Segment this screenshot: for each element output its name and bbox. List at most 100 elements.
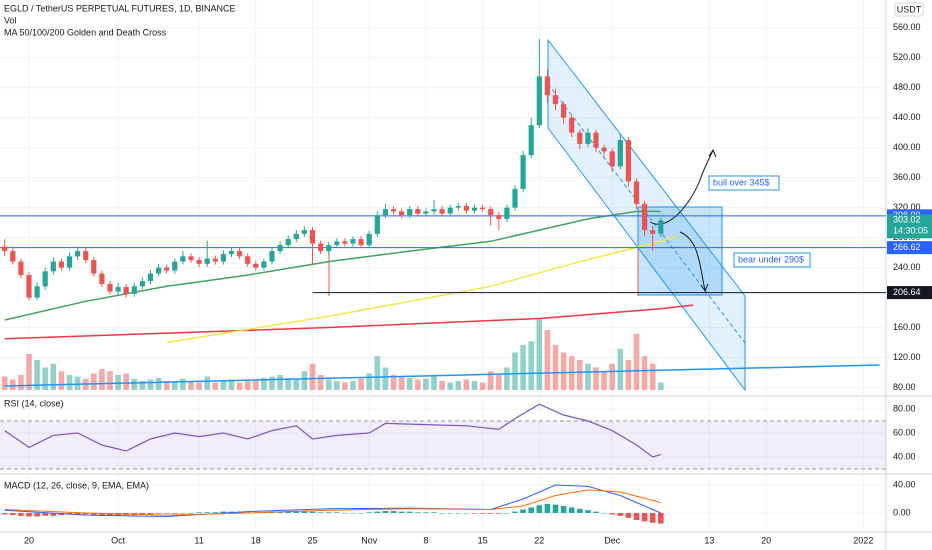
macd-histogram-bar [487, 513, 494, 514]
macd-histogram-bar [479, 513, 486, 514]
candle-body [237, 251, 243, 257]
y-tick-label: 40.00 [893, 451, 916, 461]
price-badge-label: 266.62 [893, 242, 921, 252]
volume-bar [269, 376, 275, 390]
macd-histogram-bar [431, 512, 437, 514]
volume-bar [560, 352, 567, 390]
volume-bar [504, 367, 510, 390]
volume-bar [479, 382, 486, 390]
candle-body [99, 273, 105, 285]
macd-histogram-bar [471, 513, 478, 514]
x-tick-label: 13 [704, 535, 714, 545]
rsi-band [0, 420, 886, 469]
volume-bar [236, 382, 243, 390]
x-tick-label: 15 [478, 535, 488, 545]
y-tick-label: 320.00 [893, 202, 921, 212]
macd-histogram-bar [163, 513, 170, 514]
volume-bar [406, 378, 413, 390]
candle-body [496, 215, 502, 219]
volume-label: Vol [4, 15, 17, 25]
macd-histogram-bar [91, 513, 97, 516]
x-tick-label: 11 [194, 535, 203, 545]
volume-bar [447, 382, 454, 390]
candle-body [2, 246, 8, 252]
volume-bar [123, 373, 130, 390]
x-tick-label: 22 [534, 535, 544, 545]
macd-histogram-bar [293, 510, 300, 514]
macd-histogram-bar [447, 513, 454, 514]
macd-histogram-bar [512, 511, 518, 514]
macd-histogram-bar [528, 507, 535, 514]
volume-bar [528, 341, 535, 390]
volume-bar [26, 354, 32, 390]
macd-histogram-bar [147, 513, 154, 515]
volume-bar [366, 373, 373, 390]
candle-body [42, 271, 48, 287]
candle-body [415, 209, 421, 214]
candle-body [617, 140, 623, 167]
macd-histogram-bar [50, 513, 57, 516]
volume-bar [544, 330, 551, 390]
candle-body [220, 254, 227, 262]
macd-histogram-bar [593, 511, 599, 514]
volume-bar [382, 367, 389, 390]
indicator-label: MA 50/100/200 Golden and Death Cross [4, 27, 167, 37]
macd-histogram-bar [350, 513, 356, 514]
candle-body [399, 211, 405, 216]
candle-body [301, 230, 308, 234]
candle-body [447, 207, 453, 214]
volume-bar [496, 375, 502, 390]
volume-bar [455, 381, 462, 390]
moving-average [166, 235, 678, 344]
macd-histogram-bar [301, 510, 308, 514]
candle-body [123, 287, 129, 294]
macd-histogram-bar [82, 513, 89, 515]
macd-histogram-bar [42, 513, 48, 516]
candle-body [358, 239, 364, 246]
y-tick-label: 80.00 [893, 382, 916, 392]
candle-body [277, 245, 283, 252]
volume-bar [431, 375, 437, 390]
volume-bar [155, 378, 162, 390]
macd-histogram-bar [496, 513, 502, 514]
candle-body [269, 251, 275, 262]
macd-histogram-bar [415, 512, 421, 514]
candle-body [309, 230, 316, 244]
volume-bar [9, 379, 16, 390]
moving-average [4, 364, 880, 387]
candle-body [196, 260, 202, 264]
candle-body [293, 233, 299, 240]
macd-histogram-bar [1, 513, 8, 515]
candle-body [204, 258, 210, 264]
macd-histogram-bar [325, 512, 332, 514]
volume-bar [309, 363, 316, 390]
macd-histogram-bar [641, 513, 648, 522]
macd-histogram-bar [309, 511, 316, 514]
volume-bar [617, 348, 624, 390]
volume-bar [463, 379, 470, 390]
y-tick-label: 360.00 [893, 172, 921, 182]
volume-bar [317, 375, 324, 390]
candle-body [366, 233, 372, 246]
candle-body [423, 211, 429, 214]
candle-body [164, 267, 170, 271]
candle-body [593, 132, 599, 148]
volume-bar [58, 371, 65, 390]
macd-histogram-bar [609, 513, 616, 515]
candle-body [601, 147, 607, 152]
rsi-title: RSI (14, close) [4, 398, 64, 408]
macd-histogram-bar [560, 506, 567, 514]
macd-histogram-bar [585, 510, 591, 514]
macd-histogram-bar [172, 513, 178, 514]
macd-histogram-bar [212, 512, 219, 514]
candle-body [147, 273, 154, 282]
macd-histogram-bar [188, 513, 194, 514]
y-tick-label: 400.00 [893, 142, 921, 152]
candle-body [658, 220, 664, 234]
candle-body [261, 261, 267, 268]
candle-body [504, 207, 510, 219]
candle-body [58, 261, 64, 268]
volume-bar [204, 376, 211, 390]
countdown: 14:30:05 [893, 226, 928, 236]
macd-histogram-bar [9, 513, 16, 516]
